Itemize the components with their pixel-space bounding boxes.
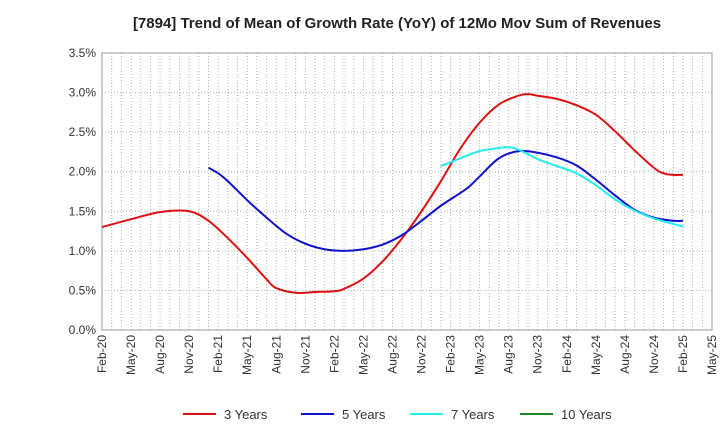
series-line-3-years: [101, 93, 683, 294]
x-tick-label: Nov-21: [298, 335, 312, 374]
legend-label-3-years: 3 Years: [224, 407, 268, 422]
plot-area-frame: [101, 52, 713, 331]
x-axis: Feb-20 May-20 Aug-20 Nov-20 Feb-21 May-21 Aug-…: [95, 335, 719, 375]
legend-label-7-years: 7 Years: [451, 407, 495, 422]
x-tick-label: May-20: [124, 335, 138, 375]
y-tick-label: 3.0%: [69, 86, 97, 100]
series-line-7-years: [440, 146, 684, 228]
x-tick-label: May-22: [356, 335, 370, 375]
y-tick-label: 2.0%: [69, 165, 97, 179]
y-axis: 0.0% 0.5% 1.0% 1.5% 2.0% 2.5% 3.0% 3.5%: [69, 46, 97, 337]
x-tick-label: Feb-21: [211, 335, 225, 373]
x-tick-label: May-23: [473, 335, 487, 375]
x-tick-label: Feb-23: [444, 335, 458, 373]
x-tick-label: Feb-24: [560, 335, 574, 373]
legend-label-5-years: 5 Years: [342, 407, 386, 422]
series-lines: [101, 93, 684, 294]
x-tick-label: Feb-25: [676, 335, 690, 373]
x-tick-label: May-24: [589, 335, 603, 375]
chart-title: [7894] Trend of Mean of Growth Rate (YoY…: [133, 15, 661, 32]
y-tick-label: 0.0%: [69, 323, 97, 337]
y-tick-label: 2.5%: [69, 125, 97, 139]
y-tick-label: 3.5%: [69, 46, 97, 60]
x-tick-label: Aug-22: [385, 335, 399, 374]
x-tick-label: Nov-24: [647, 335, 661, 374]
x-tick-label: Nov-22: [415, 335, 429, 374]
y-tick-label: 1.5%: [69, 204, 97, 218]
x-tick-label: Aug-24: [618, 335, 632, 374]
x-tick-label: Aug-23: [502, 335, 516, 374]
x-tick-label: Nov-20: [182, 335, 196, 374]
legend-label-10-years: 10 Years: [561, 407, 612, 422]
y-tick-label: 0.5%: [69, 283, 97, 297]
x-tick-label: Aug-21: [269, 335, 283, 374]
x-tick-label: Aug-20: [153, 335, 167, 374]
y-tick-label: 1.0%: [69, 244, 97, 258]
x-tick-label: May-21: [240, 335, 254, 375]
x-tick-label: Feb-20: [95, 335, 109, 373]
series-line-5-years: [208, 149, 683, 252]
legend: 3 Years 5 Years 7 Years 10 Years: [183, 407, 612, 422]
x-tick-label: Nov-23: [531, 335, 545, 374]
grid: [101, 52, 713, 331]
x-tick-label: Feb-22: [327, 335, 341, 373]
x-tick-label: May-25: [705, 335, 719, 375]
